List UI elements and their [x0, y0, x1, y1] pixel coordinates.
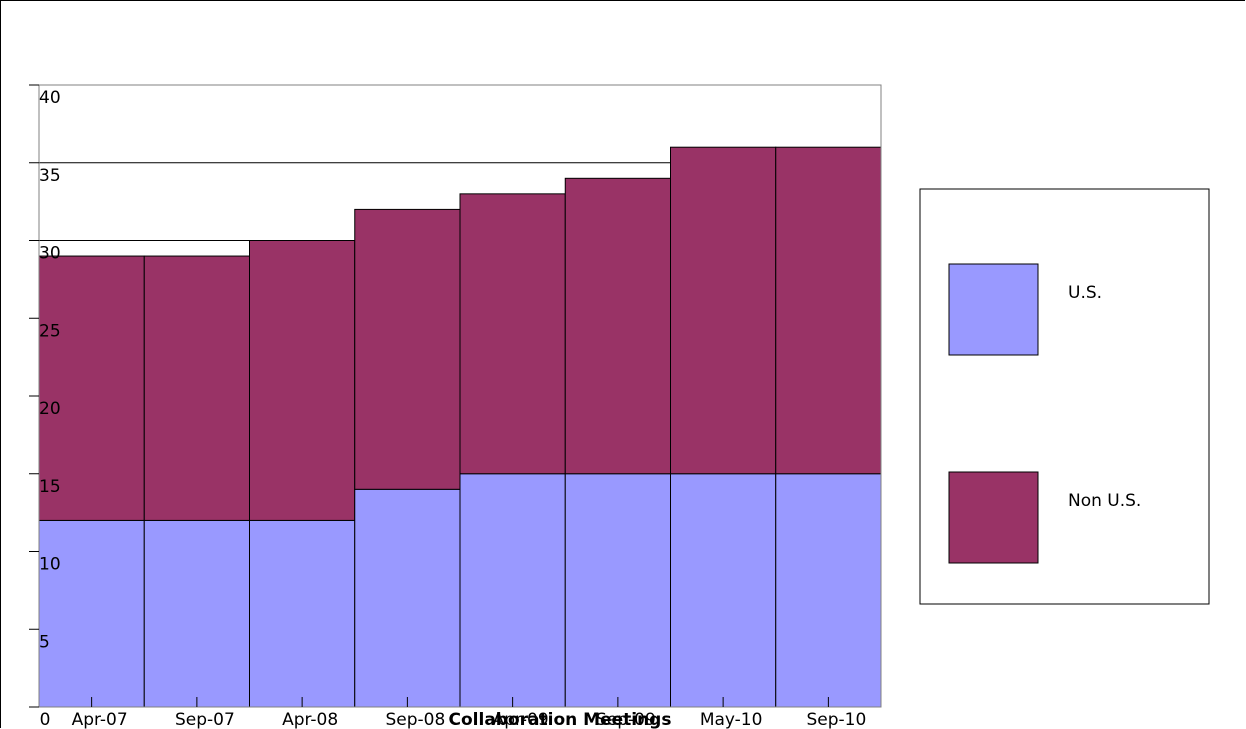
y-axis: 0 5 10 15 20 25 30 35 40	[29, 84, 61, 729]
x-axis: Apr-07 Sep-07 Apr-08 Sep-08 Apr-09 Sep-09 May-…	[72, 697, 866, 729]
bar-us-sep-09	[564, 473, 671, 708]
y-tick-label: 5	[39, 632, 50, 652]
bars	[38, 146, 882, 708]
bar-us-apr-09	[459, 473, 566, 708]
x-tick-label: Sep-07	[175, 710, 235, 729]
y-tick-label: 10	[39, 555, 61, 575]
bar-us-may-10	[670, 473, 777, 708]
y-tick-label: 35	[39, 166, 61, 186]
bar-non-us-apr-08	[249, 240, 356, 521]
legend-label-non-us: Non U.S.	[1068, 491, 1141, 511]
x-tick-label: Apr-09	[493, 710, 549, 729]
bar-us-apr-07	[38, 519, 145, 708]
x-tick-label: Sep-10	[806, 710, 866, 729]
legend-swatch-us	[948, 263, 1039, 356]
bar-us-sep-08	[354, 488, 461, 708]
bar-non-us-sep-08	[354, 208, 461, 490]
legend-label-us: U.S.	[1068, 283, 1102, 303]
bar-us-apr-08	[249, 519, 356, 708]
x-tick-label: Apr-07	[72, 710, 128, 729]
bar-non-us-may-10	[670, 146, 777, 475]
bar-us-sep-10	[775, 473, 882, 708]
bar-non-us-sep-07	[143, 255, 250, 521]
x-tick-label: Sep-08	[385, 710, 445, 729]
x-tick-label: May-10	[700, 710, 763, 729]
x-tick-label: Sep-09	[596, 710, 656, 729]
y-tick-label: 20	[39, 399, 61, 419]
bar-non-us-apr-09	[459, 193, 566, 475]
bar-non-us-sep-09	[564, 177, 671, 475]
y-tick-label: 40	[39, 88, 61, 108]
legend: U.S. Non U.S.	[919, 188, 1210, 605]
x-axis-title: Collaboration Meetings	[449, 710, 672, 729]
legend-swatch-non-us	[948, 471, 1039, 564]
y-tick-label: 15	[39, 477, 61, 497]
y-tick-label: 25	[39, 321, 61, 341]
y-tick-label: 0	[40, 710, 51, 729]
x-tick-label: Apr-08	[282, 710, 338, 729]
bar-non-us-sep-10	[775, 146, 882, 475]
bar-us-sep-07	[143, 519, 250, 708]
y-tick-label: 30	[39, 244, 61, 264]
